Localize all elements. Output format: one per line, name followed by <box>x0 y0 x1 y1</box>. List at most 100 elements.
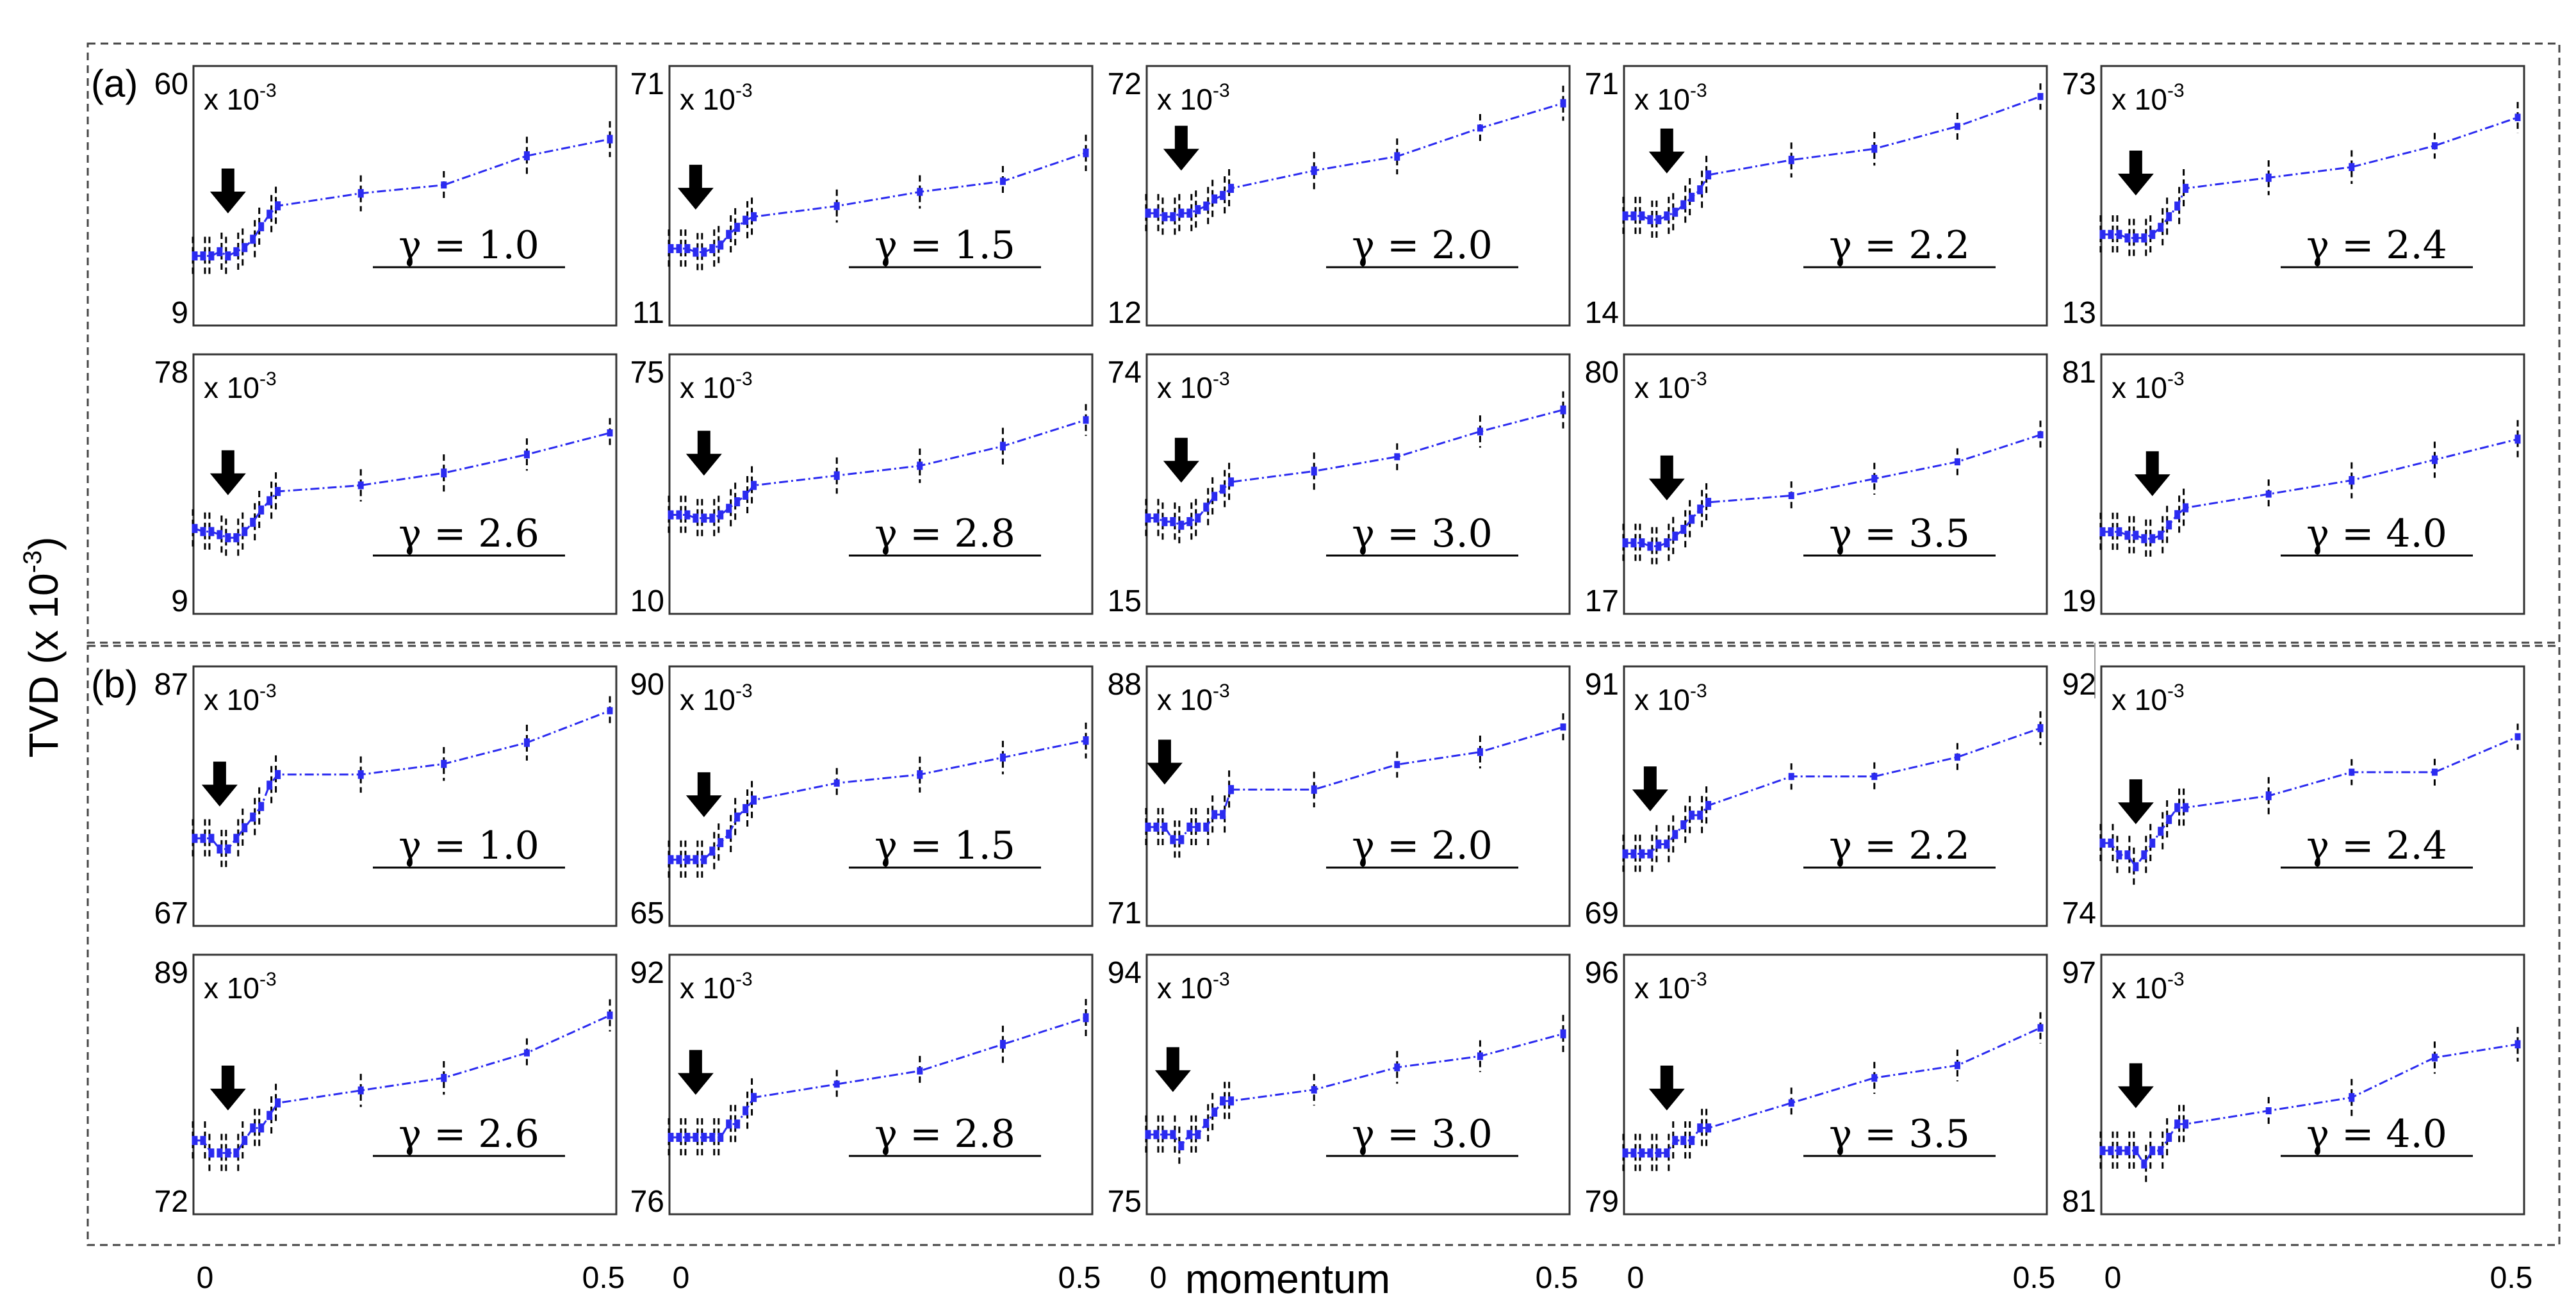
x-tick-0-5: 0.5 <box>1058 1261 1101 1295</box>
box <box>217 1148 223 1158</box>
box <box>267 210 273 219</box>
box <box>607 1011 613 1019</box>
panel-gamma-2-0: 88 71 x 10-3 γ = 2.0 <box>1108 665 1571 930</box>
x-tick-0: 0 <box>1150 1261 1167 1295</box>
x-tick-0: 0 <box>1627 1261 1645 1295</box>
series-line <box>194 432 611 539</box>
gamma-label: γ = 2.2 <box>1829 223 1970 268</box>
x-tick-0-5: 0.5 <box>2013 1261 2056 1295</box>
scale-label: x 10-3 <box>680 969 753 1005</box>
box <box>1697 185 1703 195</box>
scale-label-text: x 10 <box>1634 83 1690 116</box>
gamma-label: γ = 1.5 <box>874 823 1015 868</box>
gamma-label: γ = 3.0 <box>1352 511 1493 556</box>
box <box>1705 497 1712 507</box>
x-tick-0-5: 0.5 <box>1536 1261 1579 1295</box>
box <box>258 222 265 231</box>
scale-label: x 10-3 <box>2112 969 2185 1005</box>
scale-label-text: x 10 <box>2112 83 2167 116</box>
group-b-frame <box>86 645 2561 1246</box>
y-axis-label-text: TVD (x 10 <box>21 573 67 757</box>
y-max-label: 72 <box>1108 67 1142 101</box>
gamma-label: γ = 3.0 <box>1352 1112 1493 1157</box>
panel-frame <box>1623 665 2048 927</box>
y-min-label: 67 <box>154 896 188 930</box>
panel-gamma-2-8: 75 10 x 10-3 γ = 2.8 <box>630 353 1094 618</box>
y-min-label: 19 <box>2062 584 2096 618</box>
gamma-label: γ = 2.6 <box>398 511 539 556</box>
gamma-label: γ = 4.0 <box>2306 1112 2447 1157</box>
scale-label-text: x 10 <box>1157 371 1213 404</box>
scale-label-exp: -3 <box>259 368 277 390</box>
box <box>2514 733 2521 741</box>
panel-gamma-1-0: 60 9 x 10-3 γ = 1.0 <box>154 65 618 330</box>
x-axis-label: momentum <box>1185 1256 1390 1302</box>
box <box>1680 200 1687 210</box>
down-arrow-icon <box>1648 455 1685 500</box>
y-max-label: 89 <box>154 956 188 990</box>
panel-frame <box>668 65 1094 327</box>
panel-gamma-3-0: 74 15 x 10-3 γ = 3.0 <box>1108 353 1571 618</box>
scale-label-exp: -3 <box>1213 680 1230 702</box>
scale-label-exp: -3 <box>735 969 753 990</box>
y-min-label: 74 <box>2062 896 2096 930</box>
panel-frame <box>192 353 618 615</box>
panel-gamma-2-2: 71 14 x 10-3 γ = 2.2 <box>1585 65 2048 330</box>
box <box>751 481 757 490</box>
series-line <box>2103 1043 2518 1166</box>
panel-frame <box>2100 953 2525 1216</box>
scale-label: x 10-3 <box>2112 80 2185 116</box>
box <box>233 247 240 256</box>
y-min-label: 15 <box>1108 584 1142 618</box>
scale-label-exp: -3 <box>1690 680 1707 702</box>
down-arrow-icon <box>1163 126 1199 171</box>
series-line <box>671 739 1087 861</box>
down-arrow-icon <box>2134 451 2170 497</box>
down-arrow-icon <box>201 761 238 807</box>
y-min-label: 65 <box>630 896 664 930</box>
series-line <box>1148 409 1564 527</box>
y-max-label: 78 <box>154 356 188 390</box>
series-line <box>195 1014 611 1154</box>
scale-label: x 10-3 <box>1634 680 1707 716</box>
down-arrow-icon <box>209 168 246 213</box>
panel-frame <box>668 353 1094 615</box>
panel-gamma-1-5: 71 11 x 10-3 γ = 1.5 <box>630 65 1094 330</box>
y-min-label: 79 <box>1585 1185 1619 1219</box>
series-line <box>195 138 611 258</box>
down-arrow-icon <box>209 1066 246 1111</box>
y-max-label: 96 <box>1585 956 1619 990</box>
box <box>726 829 732 839</box>
scale-label-text: x 10 <box>680 83 735 116</box>
scale-label-exp: -3 <box>2167 80 2185 101</box>
scale-label-text: x 10 <box>204 83 259 116</box>
box <box>267 1110 273 1120</box>
box <box>1560 1029 1566 1039</box>
y-min-label: 11 <box>632 296 664 330</box>
box <box>1220 190 1226 201</box>
series-line <box>1625 95 2041 221</box>
box <box>1170 835 1176 845</box>
series-line <box>2103 116 2518 239</box>
series-line <box>2103 736 2518 869</box>
box <box>1664 839 1670 849</box>
x-tick-0-5: 0.5 <box>2490 1261 2533 1295</box>
y-min-label: 13 <box>2062 296 2096 330</box>
box <box>607 429 613 437</box>
panel-frame <box>1623 953 2048 1216</box>
panel-gamma-3-5: 96 79 x 10-3 γ = 3.5 <box>1585 953 2048 1219</box>
gamma-label: γ = 2.6 <box>398 1112 539 1157</box>
box <box>2431 1053 2438 1062</box>
panel-gamma-4-0: 97 81 x 10-3 γ = 4.0 <box>2062 953 2525 1219</box>
scale-label-text: x 10 <box>1634 371 1690 404</box>
y-max-label: 74 <box>1108 356 1142 390</box>
y-max-label: 75 <box>630 356 664 390</box>
scale-label-text: x 10 <box>1157 83 1213 116</box>
panel-frame <box>192 665 618 927</box>
down-arrow-icon <box>209 450 246 495</box>
scale-label: x 10-3 <box>680 368 753 404</box>
down-arrow-icon <box>1154 1047 1191 1092</box>
scale-label: x 10-3 <box>1157 969 1230 1005</box>
series-line <box>1625 434 2041 547</box>
panel-gamma-2-6: 78 9 x 10-3 γ = 2.6 <box>154 353 618 618</box>
